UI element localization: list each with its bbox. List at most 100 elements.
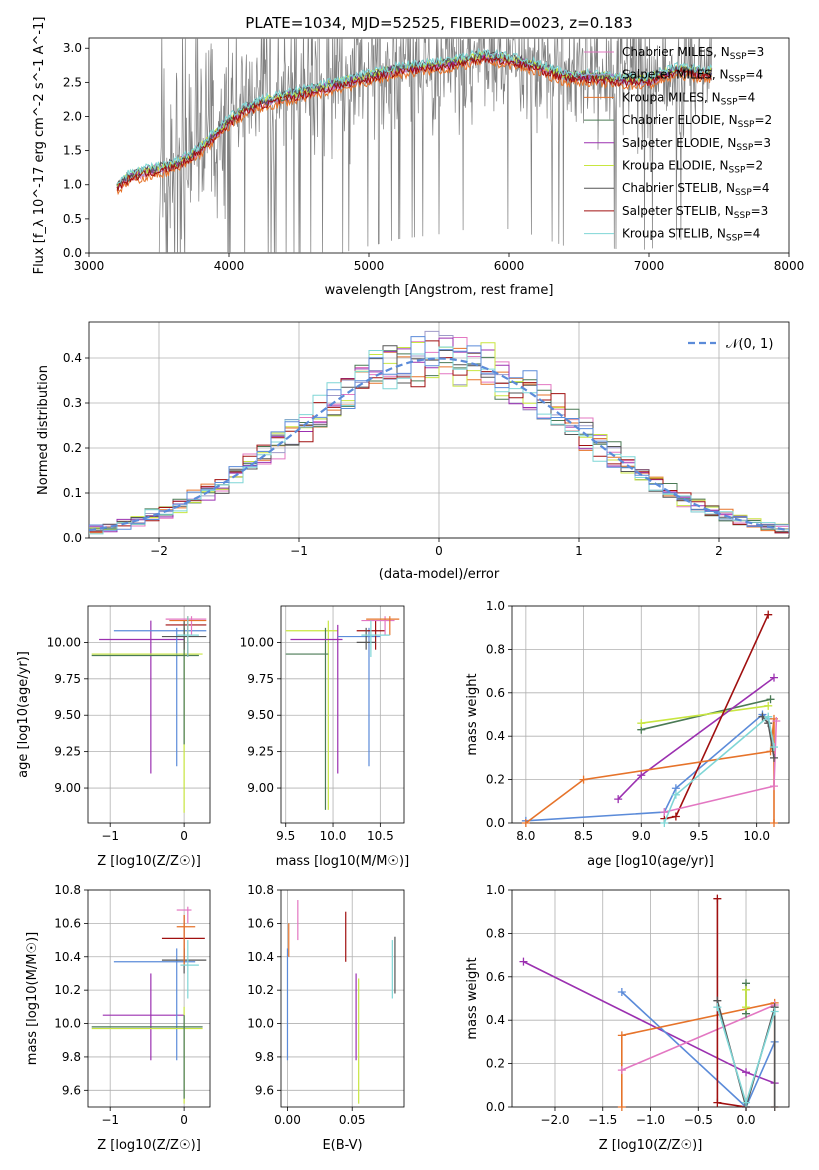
axes-frame bbox=[511, 889, 790, 1108]
x-tick-label: −2.0 bbox=[540, 1113, 569, 1127]
legend-entry: Salpeter STELIB, NSSP=3 bbox=[622, 204, 768, 221]
weight-marker bbox=[660, 808, 669, 817]
legend-sub: SSP bbox=[738, 120, 755, 130]
grid-mass-vs-ebv bbox=[281, 889, 404, 1107]
weight-series bbox=[713, 1003, 779, 1107]
x-tick-label: −1 bbox=[101, 1113, 119, 1127]
legend-name: Chabrier MILES, N bbox=[622, 45, 730, 59]
weight-marker bbox=[617, 1031, 626, 1040]
axes-mass-vs-Z: −1 0 9.6 9.8 10.0 10.2 10.4 10.6 10.8 Z [log10(Z/… bbox=[25, 883, 211, 1153]
y-tick-label: 2.5 bbox=[63, 75, 82, 89]
axes-mass-vs-ebv: 0.00 0.05 9.6 9.8 10.0 10.2 10.4 10.6 10.8 E(B-V) bbox=[247, 883, 405, 1153]
x-tick-label: 10.0 bbox=[743, 829, 770, 843]
weight-marker bbox=[769, 819, 778, 827]
legend-sub: SSP bbox=[734, 211, 751, 221]
y-axis-label: Normed distribution bbox=[36, 365, 51, 495]
x-axis-label: E(B-V) bbox=[322, 1138, 362, 1153]
weight-line bbox=[641, 705, 769, 724]
y-tick-label: 10.2 bbox=[247, 983, 274, 997]
legend-entry: Salpeter MILES, NSSP=4 bbox=[622, 68, 763, 85]
x-tick-label: 0.05 bbox=[339, 1113, 366, 1127]
y-tick-label: 0.0 bbox=[486, 816, 505, 830]
legend-name: Salpeter STELIB, N bbox=[622, 204, 734, 218]
weight-marker bbox=[519, 957, 528, 966]
x-tick-label: 1 bbox=[575, 544, 583, 558]
axes-frame bbox=[88, 37, 790, 254]
y-tick-label: 3.0 bbox=[63, 41, 82, 55]
legend-sub: SSP bbox=[735, 188, 752, 198]
errorbar-point bbox=[180, 940, 199, 999]
y-tick-label: 10.0 bbox=[54, 1017, 81, 1031]
y-tick-label: 0.0 bbox=[486, 1100, 505, 1114]
y-axis-label: Flux [f_λ 10^-17 erg cm^-2 s^-1 A^-1] bbox=[32, 17, 47, 275]
y-axis-label: mass [log10(M/M☉)] bbox=[25, 932, 40, 1065]
legend-sub: SSP bbox=[729, 166, 746, 176]
weight-marker bbox=[671, 790, 680, 799]
y-tick-label: 1.5 bbox=[63, 144, 82, 158]
y-tick-label: 9.50 bbox=[54, 708, 81, 722]
axes-age-vs-mass: 9.5 10.0 10.5 9.00 9.25 9.50 9.75 10.00 mass [lo… bbox=[240, 605, 409, 869]
errorbar-point bbox=[99, 620, 185, 774]
weight-marker bbox=[637, 771, 646, 780]
weight-marker bbox=[770, 1103, 779, 1111]
y-tick-label: 0.5 bbox=[63, 212, 82, 226]
axes-residuals: −2 −1 0 1 2 0.0 0.1 0.2 0.3 0.4 𝒩(0, 1) (data-model… bbox=[36, 321, 790, 582]
x-axis-label: Z [log10(Z/Z☉)] bbox=[97, 1138, 201, 1153]
weight-series bbox=[660, 717, 781, 817]
y-tick-label: 0.8 bbox=[486, 926, 505, 940]
x-tick-label: 0.00 bbox=[274, 1113, 301, 1127]
model-spectrum-line bbox=[116, 55, 712, 192]
histogram-plot bbox=[89, 330, 789, 535]
weight-marker bbox=[713, 894, 722, 903]
errorbar-point bbox=[290, 624, 343, 774]
x-tick-label: 8.0 bbox=[516, 829, 535, 843]
weight-marker bbox=[742, 1098, 751, 1107]
y-tick-label: 10.6 bbox=[54, 916, 81, 930]
axes-frame bbox=[280, 605, 405, 824]
errorbar-point bbox=[337, 627, 381, 767]
weight-marker bbox=[766, 695, 775, 704]
weight-plot bbox=[519, 894, 779, 1111]
weight-marker bbox=[770, 1007, 779, 1016]
legend-tail: =3 bbox=[753, 136, 771, 150]
axes-weight-vs-age: 8.0 8.5 9.0 9.5 10.0 0.0 0.2 0.4 0.6 0.8 1.0 age [l… bbox=[465, 599, 790, 869]
weight-marker bbox=[769, 782, 778, 791]
legend-tail: =4 bbox=[743, 227, 761, 241]
legend-sub: SSP bbox=[736, 143, 753, 153]
y-axis-label: mass weight bbox=[465, 957, 480, 1039]
weight-series bbox=[660, 610, 773, 823]
axes-weight-vs-Z: −2.0 −1.5 −1.0 −0.5 0.0 0.0 0.2 0.4 0.6 0.8 1.0 Z [… bbox=[465, 883, 790, 1153]
y-tick-label: 9.75 bbox=[54, 672, 81, 686]
weight-series bbox=[713, 894, 751, 1111]
legend-tail: =3 bbox=[751, 204, 769, 218]
legend-name: Chabrier ELODIE, N bbox=[622, 113, 738, 127]
y-tick-label: 10.00 bbox=[47, 635, 81, 649]
histogram-step bbox=[89, 336, 789, 533]
legend-sub: SSP bbox=[729, 75, 746, 85]
y-tick-label: 0.6 bbox=[486, 970, 505, 984]
y-tick-label: 0.3 bbox=[63, 396, 82, 410]
legend-name: Chabrier STELIB, N bbox=[622, 181, 735, 195]
y-tick-label: 0.8 bbox=[486, 642, 505, 656]
weight-series bbox=[521, 714, 778, 827]
errorbar-point bbox=[361, 620, 390, 657]
weight-marker bbox=[742, 1068, 751, 1077]
grid-weight-vs-age bbox=[512, 605, 789, 824]
errorbar-plot bbox=[285, 616, 400, 810]
weight-marker bbox=[769, 753, 778, 762]
legend-name: Kroupa MILES, N bbox=[622, 90, 721, 104]
x-axis-label: age [log10(age/yr)] bbox=[587, 854, 714, 869]
axes-frame bbox=[87, 889, 211, 1108]
weight-marker bbox=[637, 719, 646, 728]
x-tick-label: 9.0 bbox=[632, 829, 651, 843]
x-tick-label: 2 bbox=[715, 544, 723, 558]
errorbar-point bbox=[356, 627, 376, 650]
gaussian-curve bbox=[89, 357, 789, 532]
legend-entry: Kroupa STELIB, NSSP=4 bbox=[622, 227, 760, 244]
weight-marker bbox=[764, 701, 773, 710]
y-tick-label: 9.50 bbox=[247, 708, 274, 722]
errorbar-plot bbox=[286, 900, 396, 1104]
y-tick-label: 0.4 bbox=[63, 351, 82, 365]
